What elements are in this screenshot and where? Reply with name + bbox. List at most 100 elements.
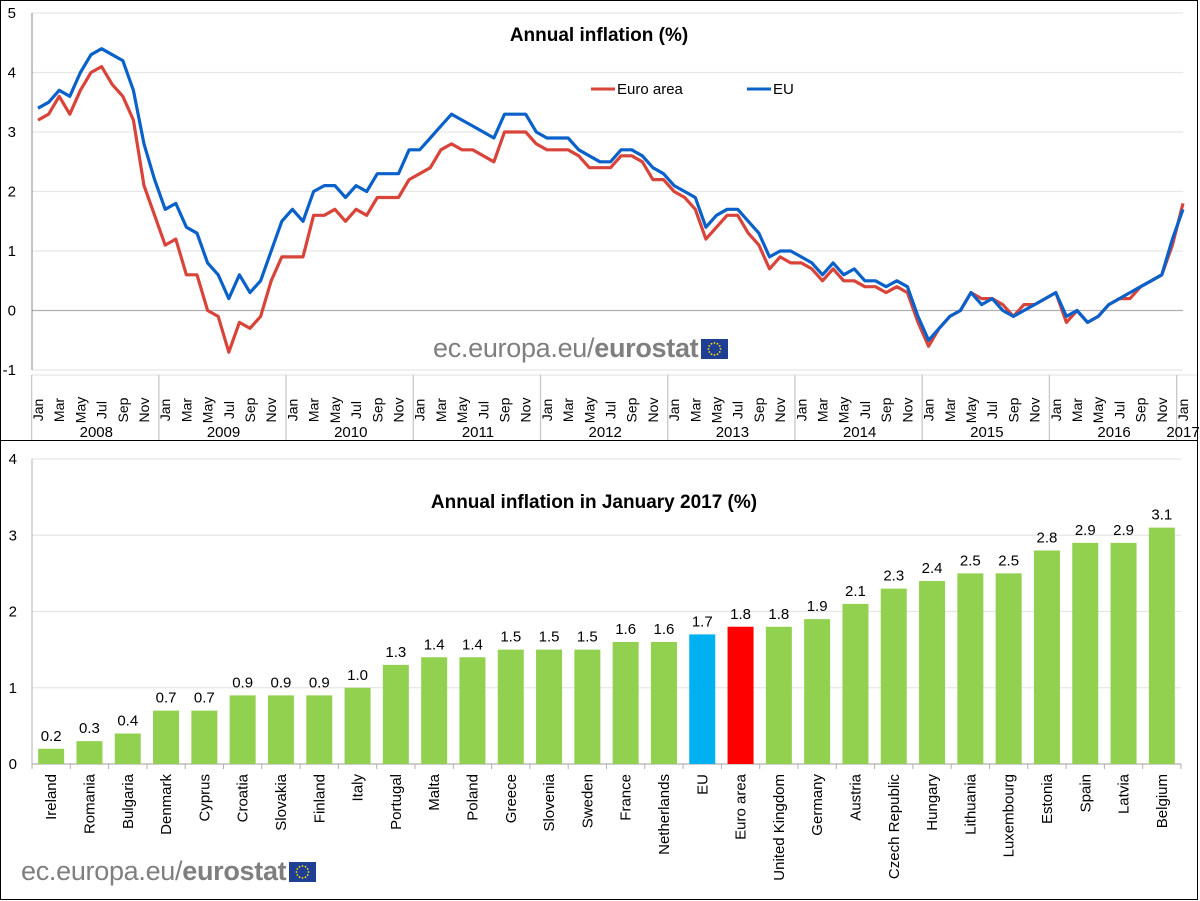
x-tick-label: Bulgaria [120, 773, 137, 829]
x-tick-label: Ireland [43, 774, 60, 820]
x-tick-label: Nov [263, 398, 279, 423]
x-tick-label: Sep [1005, 397, 1021, 422]
bar-value-label: 2.9 [1075, 522, 1096, 539]
flag-star [296, 874, 299, 876]
x-tick-label: Czech Republic [886, 774, 903, 880]
bar-united-kingdom [765, 626, 792, 764]
year-label: 2012 [589, 424, 622, 441]
x-tick-label: Nov [899, 398, 915, 423]
bar-bulgaria [114, 733, 141, 764]
x-tick-label: Jan [1175, 399, 1191, 422]
brand-name: eurostat [594, 333, 699, 363]
bar-chart: 4 3 2 1 0 Annual inflation in January 2017 (… [9, 451, 1182, 881]
bar-value-label: 1.6 [615, 621, 636, 638]
x-tick-label: Jan [793, 399, 809, 422]
x-tick-label: Nov [136, 398, 152, 423]
x-tick-label: Nov [645, 398, 661, 423]
flag-star [307, 874, 309, 876]
bar-value-label: 2.5 [998, 552, 1019, 569]
bar-finland [306, 695, 333, 764]
bar-value-label: 2.3 [883, 568, 904, 585]
x-tick-label: Jul [857, 401, 873, 419]
x-tick-label: Jan [666, 399, 682, 422]
bar-value-label: 1.5 [500, 629, 521, 646]
eu-flag-icon [289, 862, 317, 882]
bar-lithuania [957, 573, 984, 764]
flag-star [719, 351, 721, 353]
x-tick-label: Sep [878, 397, 894, 422]
legend: Euro area EU [591, 81, 794, 98]
x-tick-label: Mar [942, 398, 958, 422]
y-tick-label: 5 [8, 5, 16, 22]
x-tick-label: Mar [687, 398, 703, 422]
x-tick-label: Mar [815, 398, 831, 422]
flag-star [719, 348, 722, 350]
flag-star [708, 351, 711, 353]
x-tick-label: May [963, 397, 979, 423]
series-line-euro-area [37, 64, 1185, 354]
bar-greece [497, 649, 524, 764]
bar-latvia [1110, 542, 1137, 764]
flag-star [301, 877, 304, 879]
flag-star [295, 871, 298, 873]
bar-value-label: 1.4 [462, 636, 483, 653]
line-chart-series [37, 47, 1185, 354]
flag-star [296, 868, 299, 870]
x-tick-label: Malta [426, 773, 443, 810]
y-tick-label: 2 [9, 604, 17, 621]
flag-star [716, 353, 719, 356]
bar-chart-x-axis: Ireland Romania Bulgaria Denmark Cyprus Croat… [31, 764, 1182, 881]
x-tick-label: May [836, 397, 852, 423]
x-tick-label: Sep [624, 397, 640, 422]
year-label: 2009 [207, 424, 240, 441]
x-tick-label: May [581, 397, 597, 423]
flag-star [710, 342, 713, 345]
bar-netherlands [650, 642, 677, 764]
x-tick-label: Sep [242, 397, 258, 422]
x-tick-label: Jan [30, 399, 46, 422]
bar-value-label: 1.3 [385, 644, 406, 661]
bar-value-label: 0.7 [156, 690, 177, 707]
bar-chart-y-axis: 4 3 2 1 0 [9, 451, 33, 773]
bar-chart-bars: 0.2 0.3 0.4 0.7 0.7 0.9 0.9 0.9 1.0 1.3 1.4 1.4 1.5 1… [38, 507, 1175, 764]
bar-portugal [382, 664, 409, 764]
flag-star [713, 342, 716, 344]
bar-belgium [1148, 527, 1175, 764]
bar-germany [804, 619, 831, 764]
bar-sweden [574, 649, 601, 764]
x-tick-label: May [1090, 397, 1106, 423]
x-tick-label: Luxembourg [1001, 774, 1018, 857]
x-tick-label: Sweden [579, 774, 596, 828]
flag-star [708, 345, 711, 347]
bar-value-label: 2.5 [960, 552, 981, 569]
x-tick-label: Hungary [924, 774, 941, 831]
x-tick-label: May [709, 397, 725, 423]
bar-euro-area [727, 626, 754, 764]
x-tick-label: Sep [496, 397, 512, 422]
bar-value-label: 1.6 [654, 621, 675, 638]
x-tick-label: Jan [539, 399, 555, 422]
bar-value-label: 0.3 [79, 720, 100, 737]
bar-value-label: 2.9 [1113, 522, 1134, 539]
x-tick-label: Slovakia [273, 773, 290, 830]
y-tick-label: 2 [8, 184, 16, 201]
x-tick-label: Jul [221, 401, 237, 419]
brand-domain: ec.europa.eu/ [433, 333, 595, 363]
x-tick-label: Germany [809, 774, 826, 836]
bar-value-label: 3.1 [1151, 507, 1172, 524]
bar-value-label: 1.7 [692, 613, 713, 630]
x-tick-label: Greece [503, 774, 520, 823]
x-tick-label: Finland [311, 774, 328, 823]
legend-label-eu: EU [773, 81, 794, 98]
year-label: 2013 [716, 424, 749, 441]
bar-austria [842, 603, 869, 764]
line-chart-gridlines [32, 12, 1183, 371]
y-tick-label: 1 [8, 243, 16, 260]
bar-value-label: 0.9 [271, 674, 292, 691]
x-tick-label: United Kingdom [771, 774, 788, 881]
x-tick-label: Italy [350, 774, 367, 802]
x-tick-label: Poland [464, 774, 481, 821]
bar-value-label: 1.0 [347, 667, 368, 684]
bar-slovakia [267, 695, 294, 764]
flag-star [716, 342, 719, 345]
